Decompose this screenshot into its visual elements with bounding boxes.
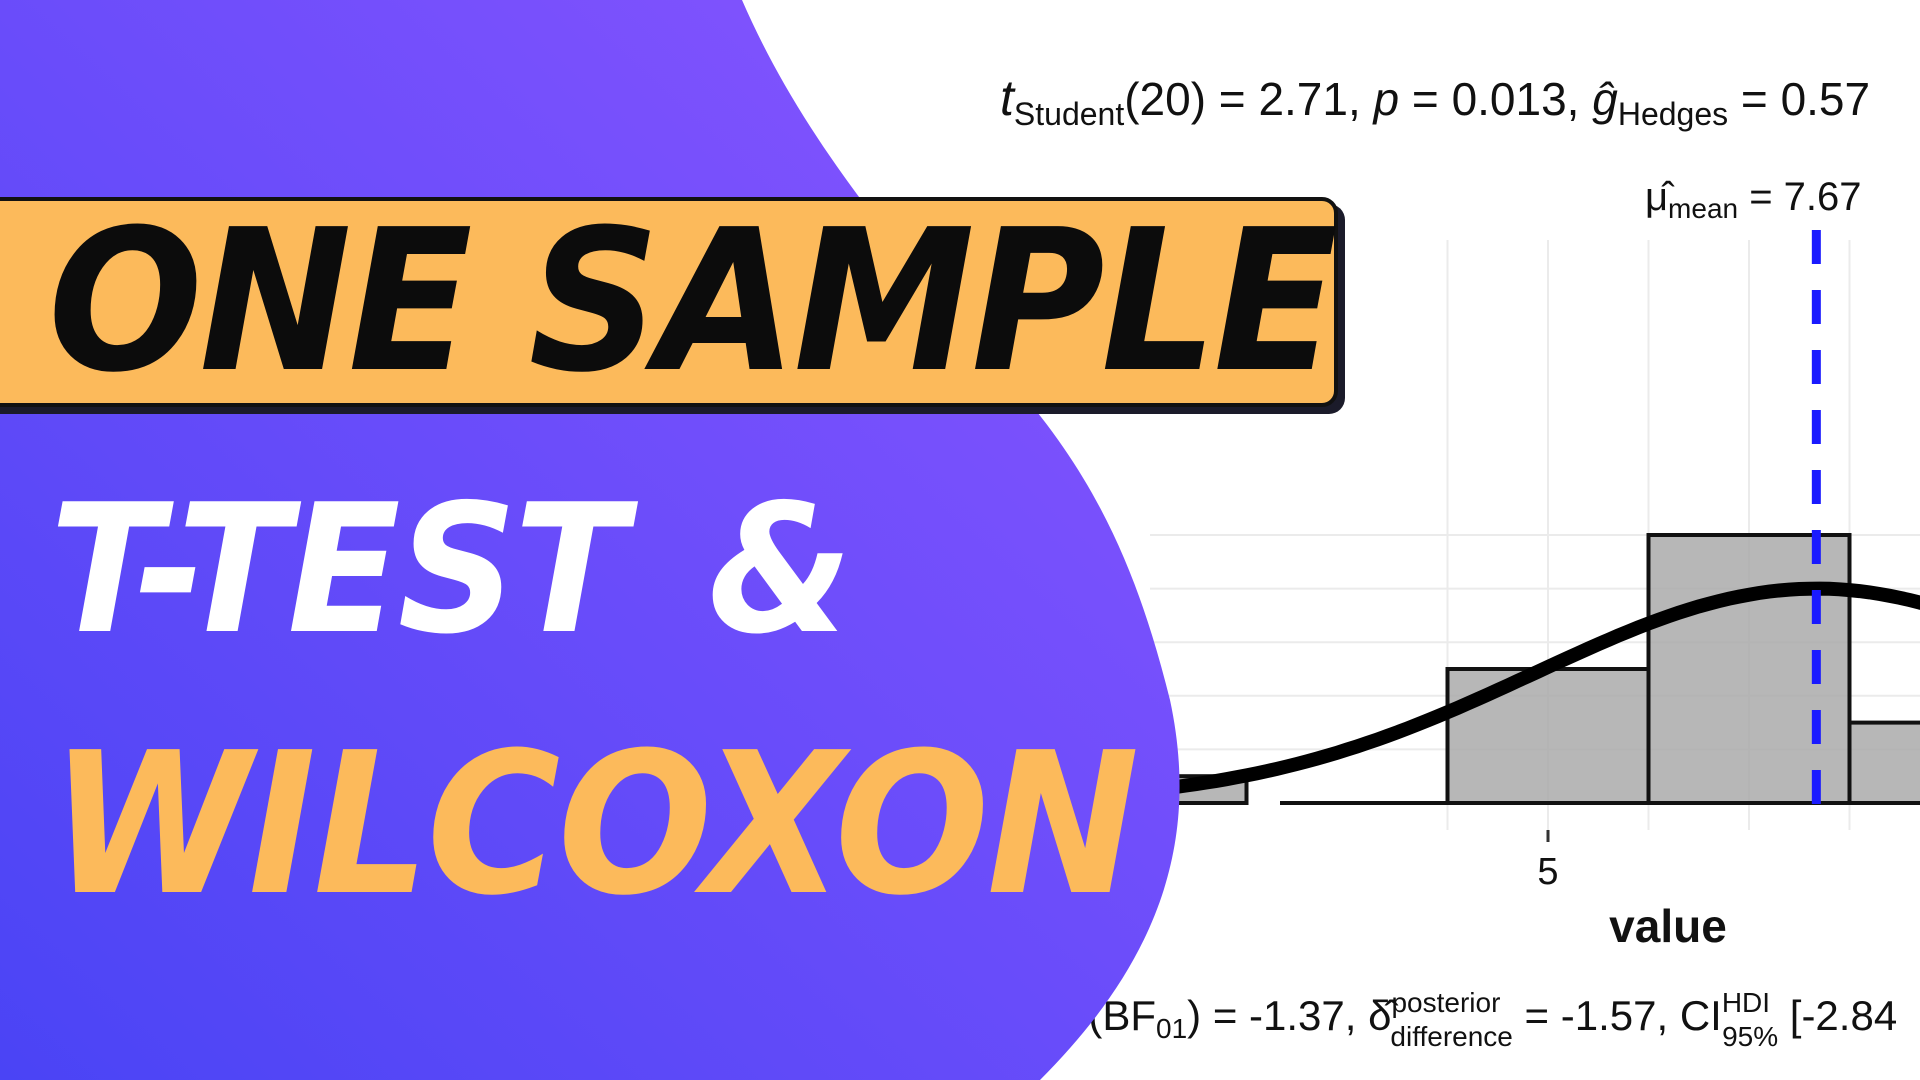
title-banner xyxy=(0,197,1338,407)
x-axis-label: value xyxy=(1609,900,1727,952)
histogram-bar xyxy=(1847,720,1920,805)
stat-top: tStudent(20) = 2.71, p = 0.013, ĝHedges … xyxy=(1000,70,1870,132)
headline-wilcoxon: WILCOXON xyxy=(50,711,1139,939)
stat-bottom: e(BF01) = -1.37, δ̂posterior difference =… xyxy=(1065,987,1897,1052)
title-one-sample: ONE SAMPLE xyxy=(48,188,1338,416)
x-tick-label: 5 xyxy=(1537,851,1558,893)
headline-t-test: T-TEST xyxy=(50,466,627,673)
headline-ampersand: & xyxy=(708,466,852,673)
headline-line-one: T-TEST & xyxy=(50,470,852,670)
mean-label: μ̂mean = 7.67 xyxy=(1645,175,1862,224)
